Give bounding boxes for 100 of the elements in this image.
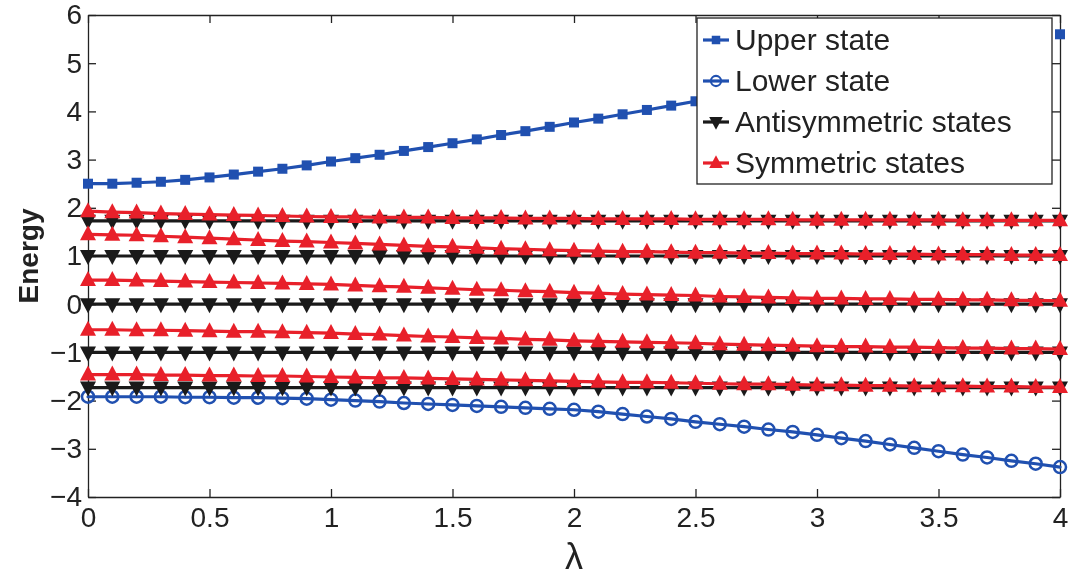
point (80, 298, 96, 314)
x-tick-label: 3 (809, 501, 826, 533)
point (639, 409, 655, 424)
legend-label: Antisymmetric states (735, 105, 1012, 138)
point (833, 289, 850, 305)
point (80, 225, 96, 241)
point (299, 391, 314, 406)
point (347, 368, 364, 384)
point (979, 339, 996, 355)
point (128, 321, 145, 337)
point (1003, 246, 1020, 262)
point (347, 250, 364, 265)
point (177, 228, 194, 244)
point (129, 389, 144, 404)
point (617, 109, 628, 120)
point (128, 203, 145, 219)
point (493, 281, 510, 297)
point (420, 278, 437, 294)
point (541, 209, 558, 225)
point (1028, 456, 1043, 471)
y-tick-label: 4 (66, 95, 82, 127)
point (298, 232, 315, 248)
point (638, 209, 655, 225)
point (225, 346, 242, 362)
point (809, 210, 825, 226)
point (520, 126, 531, 137)
point (930, 245, 947, 261)
point (930, 377, 947, 393)
point (177, 205, 194, 221)
point (760, 375, 777, 391)
point (493, 329, 510, 345)
point (323, 233, 339, 249)
point (1055, 29, 1065, 40)
y-axis-title: Energy (13, 208, 44, 304)
point (250, 231, 267, 247)
point (615, 406, 630, 422)
point (566, 241, 582, 257)
y-tick-label: 3 (66, 144, 82, 176)
y-tick-label: −2 (50, 385, 82, 417)
point (447, 138, 458, 149)
point (517, 330, 534, 346)
point (663, 373, 680, 389)
point (857, 245, 874, 261)
point (80, 346, 96, 362)
point (881, 289, 898, 305)
point (371, 235, 388, 251)
point (395, 326, 412, 342)
point (423, 142, 434, 153)
point (80, 381, 96, 397)
point (104, 365, 121, 381)
point (104, 320, 121, 336)
point (202, 389, 217, 405)
point (641, 104, 652, 115)
point (274, 381, 291, 397)
y-tick-label: −1 (50, 336, 82, 368)
point (931, 443, 946, 459)
point (663, 286, 680, 302)
point (107, 178, 118, 189)
point (954, 339, 971, 355)
point (152, 227, 169, 243)
point (104, 250, 121, 265)
point (761, 422, 776, 437)
point (542, 401, 557, 417)
point (638, 333, 655, 349)
point (347, 298, 364, 314)
point (225, 381, 242, 397)
point (323, 324, 339, 340)
x-tick-label: 1 (323, 501, 340, 533)
point (833, 244, 850, 260)
point (105, 389, 120, 404)
point (518, 400, 533, 416)
point (201, 273, 218, 289)
point (541, 330, 558, 346)
point (468, 208, 485, 224)
point (371, 346, 388, 362)
point (569, 117, 579, 128)
point (809, 289, 825, 305)
point (347, 325, 364, 341)
point (201, 298, 218, 314)
point (250, 390, 266, 405)
point (663, 333, 680, 349)
point (760, 336, 777, 352)
point (226, 390, 242, 405)
point (566, 209, 582, 225)
point (250, 206, 267, 222)
point (784, 375, 801, 391)
point (152, 346, 169, 362)
point (131, 177, 142, 188)
point (784, 288, 801, 304)
point (517, 298, 534, 314)
point (298, 346, 315, 362)
point (80, 250, 96, 265)
point (201, 250, 218, 265)
point (687, 286, 704, 302)
point (858, 433, 873, 449)
legend-label: Symmetric states (735, 146, 966, 179)
point (177, 366, 194, 382)
point (809, 376, 825, 392)
point (954, 245, 971, 261)
point (152, 250, 169, 265)
